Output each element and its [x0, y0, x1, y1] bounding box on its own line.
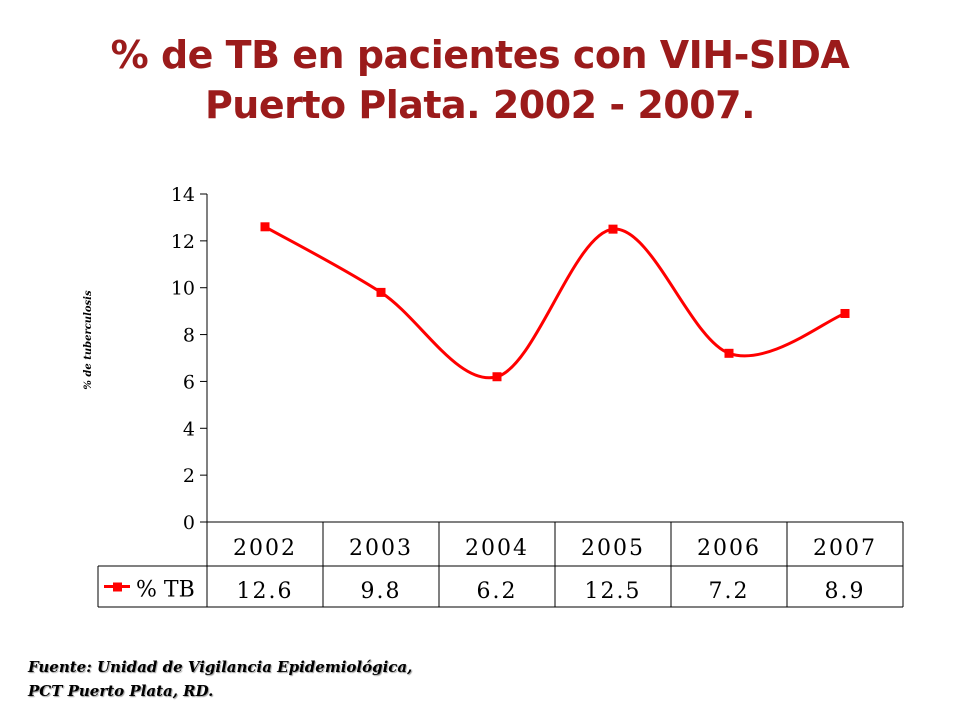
y-tick-label: 2 — [183, 465, 195, 487]
y-axis-label: % de tuberculosis — [83, 290, 94, 390]
legend-series-name: % TB — [136, 578, 195, 603]
page-title: % de TB en pacientes con VIH-SIDA Puerto… — [0, 30, 960, 130]
y-tick-label: 4 — [183, 418, 195, 440]
data-label: 9.8 — [361, 579, 402, 604]
data-label: 12.6 — [237, 579, 294, 604]
data-point-marker — [376, 287, 386, 297]
data-label: 7.2 — [709, 579, 750, 604]
x-category-label: 2003 — [349, 536, 413, 561]
series-line-tb — [264, 225, 846, 380]
data-label: 8.9 — [825, 579, 866, 604]
data-table: 2002 2003 2004 2005 2006 2007 12.6 9.8 6.2 12.5 7.… — [97, 521, 904, 608]
data-point-marker — [724, 348, 734, 358]
title-line-2: Puerto Plata. 2002 - 2007. — [204, 83, 756, 127]
data-label: 6.2 — [477, 579, 518, 604]
y-tick-label: 10 — [171, 278, 195, 300]
data-point-marker — [840, 308, 850, 318]
y-tick-label: 8 — [183, 325, 195, 347]
line-chart: 0 2 4 6 8 10 12 14 2002 2003 2004 2005 2006 2007 12.6… — [83, 184, 904, 608]
source-line-1: Fuente: Unidad de Vigilancia Epidemiológ… — [28, 658, 413, 676]
x-category-label: 2007 — [813, 536, 877, 561]
x-category-label: 2006 — [697, 536, 761, 561]
x-category-label: 2004 — [465, 536, 529, 561]
y-tick-label: 0 — [183, 512, 195, 534]
axis-layer: 0 2 4 6 8 10 12 14 — [171, 184, 208, 534]
data-point-marker — [260, 222, 270, 232]
data-label: 12.5 — [585, 579, 642, 604]
y-tick-label: 12 — [171, 231, 195, 253]
x-category-label: 2002 — [233, 536, 297, 561]
y-tick-label: 6 — [183, 371, 195, 393]
title-line-1: % de TB en pacientes con VIH-SIDA — [110, 33, 850, 77]
y-tick-label: 14 — [171, 184, 195, 206]
x-category-label: 2005 — [581, 536, 645, 561]
source-note: Fuente: Unidad de Vigilancia Epidemiológ… — [28, 655, 412, 703]
source-line-2: PCT Puerto Plata, RD. — [28, 682, 214, 700]
legend-marker — [113, 582, 122, 592]
data-point-marker — [608, 224, 618, 234]
marker-layer — [260, 222, 850, 382]
data-point-marker — [492, 372, 502, 382]
